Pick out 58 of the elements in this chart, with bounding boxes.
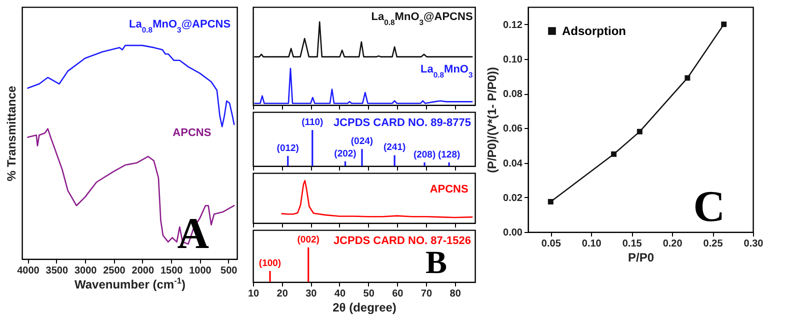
annotation: (012) <box>276 142 299 154</box>
point <box>721 22 727 28</box>
text: APCNS <box>172 127 212 139</box>
series-label: APCNS <box>430 184 468 196</box>
point <box>611 151 617 157</box>
annotation: (002) <box>297 234 320 246</box>
y-tick-label: 0.08 <box>503 89 523 100</box>
y-tick-label: 0.04 <box>503 158 523 170</box>
y-tick-label: 0.06 <box>503 124 523 135</box>
x-tick-label: 1500 <box>160 266 184 276</box>
x-axis-title: 2θ (degree) <box>332 300 396 314</box>
series-label: La$_{0.8}$MnO$_{3}$@APCNS <box>371 10 473 26</box>
series-label: La$_{0.8}$MnO$_{3}$ <box>420 64 473 80</box>
annotation: (024) <box>350 136 374 148</box>
annotation: B <box>425 244 447 280</box>
x-tick-label: 0.15 <box>622 238 642 250</box>
annotation: C <box>693 182 725 231</box>
x-tick-label: 80 <box>450 288 462 300</box>
x-tick-label: 30 <box>306 288 318 300</box>
point <box>684 75 690 81</box>
point <box>548 198 554 204</box>
x-axis-title: Wavenumber (cm$^{-1}$) <box>74 276 186 292</box>
legend-label: Adsorption <box>562 24 626 38</box>
x-tick-label: 0.20 <box>662 238 683 250</box>
x-tick-label: 3500 <box>46 266 68 276</box>
annotation: (128) <box>438 149 460 160</box>
y-tick-label: 0.02 <box>503 192 523 204</box>
x-tick-label: 50 <box>363 288 375 300</box>
x-tick-label: 0.25 <box>703 238 724 250</box>
annotation: (202) <box>334 148 356 160</box>
x-tick-label: 500 <box>220 266 238 276</box>
chart-title: JCPDS CARD NO. 87-1526 <box>333 235 471 247</box>
x-tick-label: 10 <box>248 288 260 300</box>
x-axis-title: P/P0 <box>628 250 654 264</box>
x-tick-label: 4000 <box>17 266 40 276</box>
y-tick-label: 0.12 <box>503 20 523 31</box>
x-tick-label: 2000 <box>132 266 154 276</box>
x-tick-label: 0.05 <box>541 238 562 250</box>
y-tick-label: 0.00 <box>503 228 523 238</box>
chart-title: JCPDS CARD NO. 89-8775 <box>333 117 471 129</box>
x-tick-label: 0.30 <box>744 238 764 250</box>
x-tick-label: 0.10 <box>582 238 602 250</box>
annotation: (110) <box>302 117 324 128</box>
y-axis-title: % Transmittance <box>4 85 18 182</box>
y-axis-title: (P/P0)/(V*(1- P/P0)) <box>485 66 500 174</box>
x-tick-label: 40 <box>334 288 346 300</box>
x-tick-label: 60 <box>392 288 404 300</box>
annotation: (100) <box>258 258 282 269</box>
annotation: (208) <box>413 149 436 160</box>
x-tick-label: 20 <box>276 288 288 300</box>
annotation: (241) <box>383 142 406 154</box>
point <box>636 128 642 134</box>
x-tick-label: 2500 <box>103 266 126 276</box>
x-tick-label: 1000 <box>189 266 212 276</box>
series-label: La$_{0.8}$MnO$_{3}$@APCNS <box>129 18 231 34</box>
y-tick-label: 0.10 <box>503 54 523 66</box>
x-tick-label: 3000 <box>74 266 98 276</box>
x-tick-label: 70 <box>420 288 432 300</box>
